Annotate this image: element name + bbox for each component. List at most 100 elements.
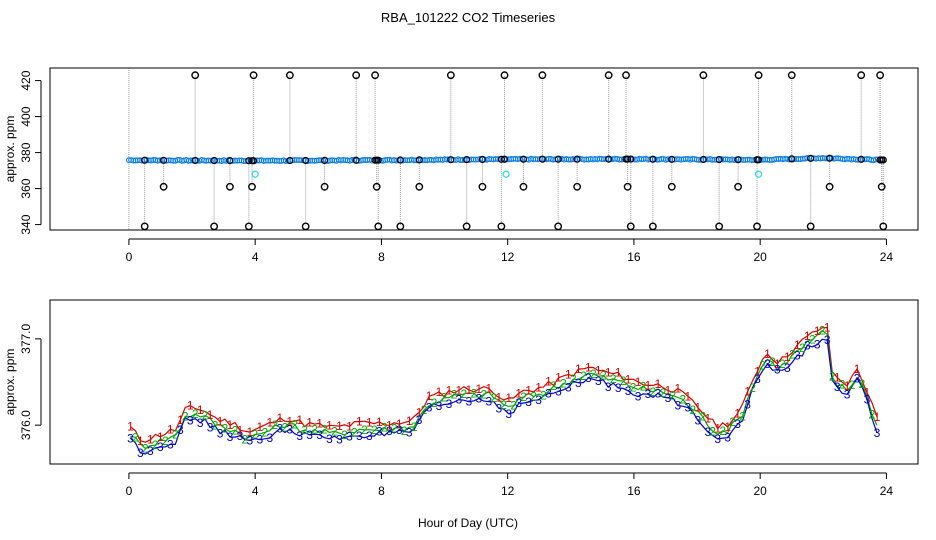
- series-3-marker: 3: [346, 429, 353, 443]
- series-3-marker: 3: [655, 386, 662, 400]
- series-2-marker: 2: [630, 380, 637, 394]
- outlier-base-point-15: [396, 156, 404, 164]
- series-2-marker: 2: [172, 428, 179, 442]
- series-2-marker: 2: [281, 420, 288, 434]
- series-1-marker: 1: [495, 391, 502, 405]
- outlier-base-point-38: [807, 154, 815, 162]
- top-x-axis: 0 4 8 12 16 20 24: [126, 238, 893, 264]
- series-2-marker: 2: [351, 426, 358, 440]
- series-1-marker: 1: [844, 379, 851, 393]
- outlier-base-point-34: [734, 156, 742, 164]
- series-1-marker: 1: [406, 414, 413, 428]
- top-plot-frame: [49, 67, 919, 231]
- outlier-base-point-30: [649, 155, 657, 163]
- series-3-marker: 3: [734, 417, 741, 431]
- series-3-marker: 3: [784, 361, 791, 375]
- outlier-point-1: [159, 182, 168, 191]
- series-3-marker: 3: [326, 432, 333, 446]
- series-3-marker: 3: [874, 426, 881, 440]
- series-2-marker: 2: [341, 428, 348, 442]
- outlier-base-point-17: [447, 156, 455, 164]
- bottom-x-tick-label-12: 12: [501, 484, 515, 498]
- series-2-marker: 2: [809, 333, 816, 347]
- outlier-base-point-19: [478, 155, 487, 164]
- series-1-marker: 1: [565, 368, 572, 382]
- outlier-base-point-5: [245, 157, 253, 165]
- series-2-marker: 2: [401, 424, 408, 438]
- series-1-marker: 1: [157, 430, 164, 444]
- series-2-marker: 2: [699, 410, 706, 424]
- series-1-marker: 1: [147, 433, 154, 447]
- series-3-marker: 3: [336, 433, 343, 447]
- bottom-series-lines: [130, 326, 878, 455]
- series-2-marker: 2: [789, 347, 796, 361]
- series-2-marker: 2: [291, 417, 298, 431]
- series-2-marker: 2: [202, 409, 209, 423]
- series-3-marker: 3: [466, 395, 473, 409]
- outlier-point-32: [699, 71, 708, 80]
- bottom-x-tick-label-20: 20: [754, 484, 768, 498]
- highlight-point-2: [754, 170, 763, 178]
- figure-title: RBA_101222 CO2 Timeseries: [381, 10, 556, 25]
- outlier-point-12: [371, 71, 380, 80]
- series-1-marker: 1: [456, 383, 463, 397]
- outlier-point-25: [573, 182, 582, 191]
- series-3-marker: 3: [237, 429, 244, 443]
- series-3-marker: 3: [127, 431, 134, 445]
- series-1-marker: 1: [475, 382, 482, 396]
- outlier-point-2: [191, 71, 200, 80]
- bottom-x-axis: 0 4 8 12 16 20 24: [126, 472, 893, 498]
- outlier-point-22: [519, 182, 528, 191]
- series-1-marker: 1: [535, 380, 542, 394]
- series-3-marker: 3: [456, 393, 463, 407]
- series-3-marker: 3: [316, 428, 323, 442]
- series-2-marker: 2: [411, 420, 418, 434]
- series-3-marker: 3: [565, 380, 572, 394]
- top-x-tick-label-4: 4: [252, 250, 259, 264]
- series-1-marker: 1: [764, 347, 771, 361]
- series-1-marker: 1: [286, 415, 293, 429]
- outlier-point-40: [857, 71, 866, 80]
- series-3-marker: 3: [854, 372, 861, 386]
- series-2-marker: 2: [262, 425, 269, 439]
- series-3-marker: 3: [376, 425, 383, 439]
- series-2-marker: 2: [749, 381, 756, 395]
- outlier-point-17: [446, 71, 455, 80]
- series-1-marker: 1: [306, 416, 313, 430]
- outlier-base-point-29: [627, 155, 635, 163]
- series-2-marker: 2: [311, 423, 318, 437]
- series-1-marker: 1: [266, 415, 273, 429]
- series-3-marker: 3: [485, 395, 492, 409]
- series-3-marker: 3: [495, 401, 502, 415]
- top-highlight-points: [251, 170, 763, 178]
- outlier-base-point-21: [500, 155, 509, 163]
- outlier-base-point-2: [191, 156, 199, 165]
- outlier-base-point-43: [879, 156, 887, 164]
- series-3-marker: 3: [754, 372, 761, 386]
- series-1-marker: 1: [247, 425, 254, 439]
- series-1-marker: 1: [276, 411, 283, 425]
- series-2-marker: 2: [530, 390, 537, 404]
- series-3-marker: 3: [615, 381, 622, 395]
- series-2-marker: 2: [600, 369, 607, 383]
- outlier-base-point-22: [519, 155, 528, 163]
- outlier-base-point-4: [226, 156, 234, 165]
- outlier-base-point-0: [141, 156, 149, 164]
- outlier-base-point-28: [624, 155, 632, 163]
- series-3-marker: 3: [774, 363, 781, 377]
- series-1-marker: 1: [177, 413, 184, 427]
- outlier-base-point-23: [538, 155, 546, 163]
- series-3-marker: 3: [137, 446, 144, 460]
- series-3-marker: 3: [167, 437, 174, 451]
- series-2-marker: 2: [580, 369, 587, 383]
- outlier-point-42: [877, 182, 886, 191]
- series-2-marker: 2: [381, 420, 388, 434]
- top-y-tick-label-380: 380: [19, 142, 33, 162]
- series-3-marker: 3: [814, 338, 821, 352]
- series-2-marker: 2: [709, 424, 716, 438]
- series-1-marker: 1: [515, 386, 522, 400]
- series-2-marker: 2: [480, 387, 487, 401]
- series-2-marker: 2: [859, 377, 866, 391]
- series-2-marker: 2: [729, 415, 736, 429]
- outlier-point-13: [372, 182, 381, 191]
